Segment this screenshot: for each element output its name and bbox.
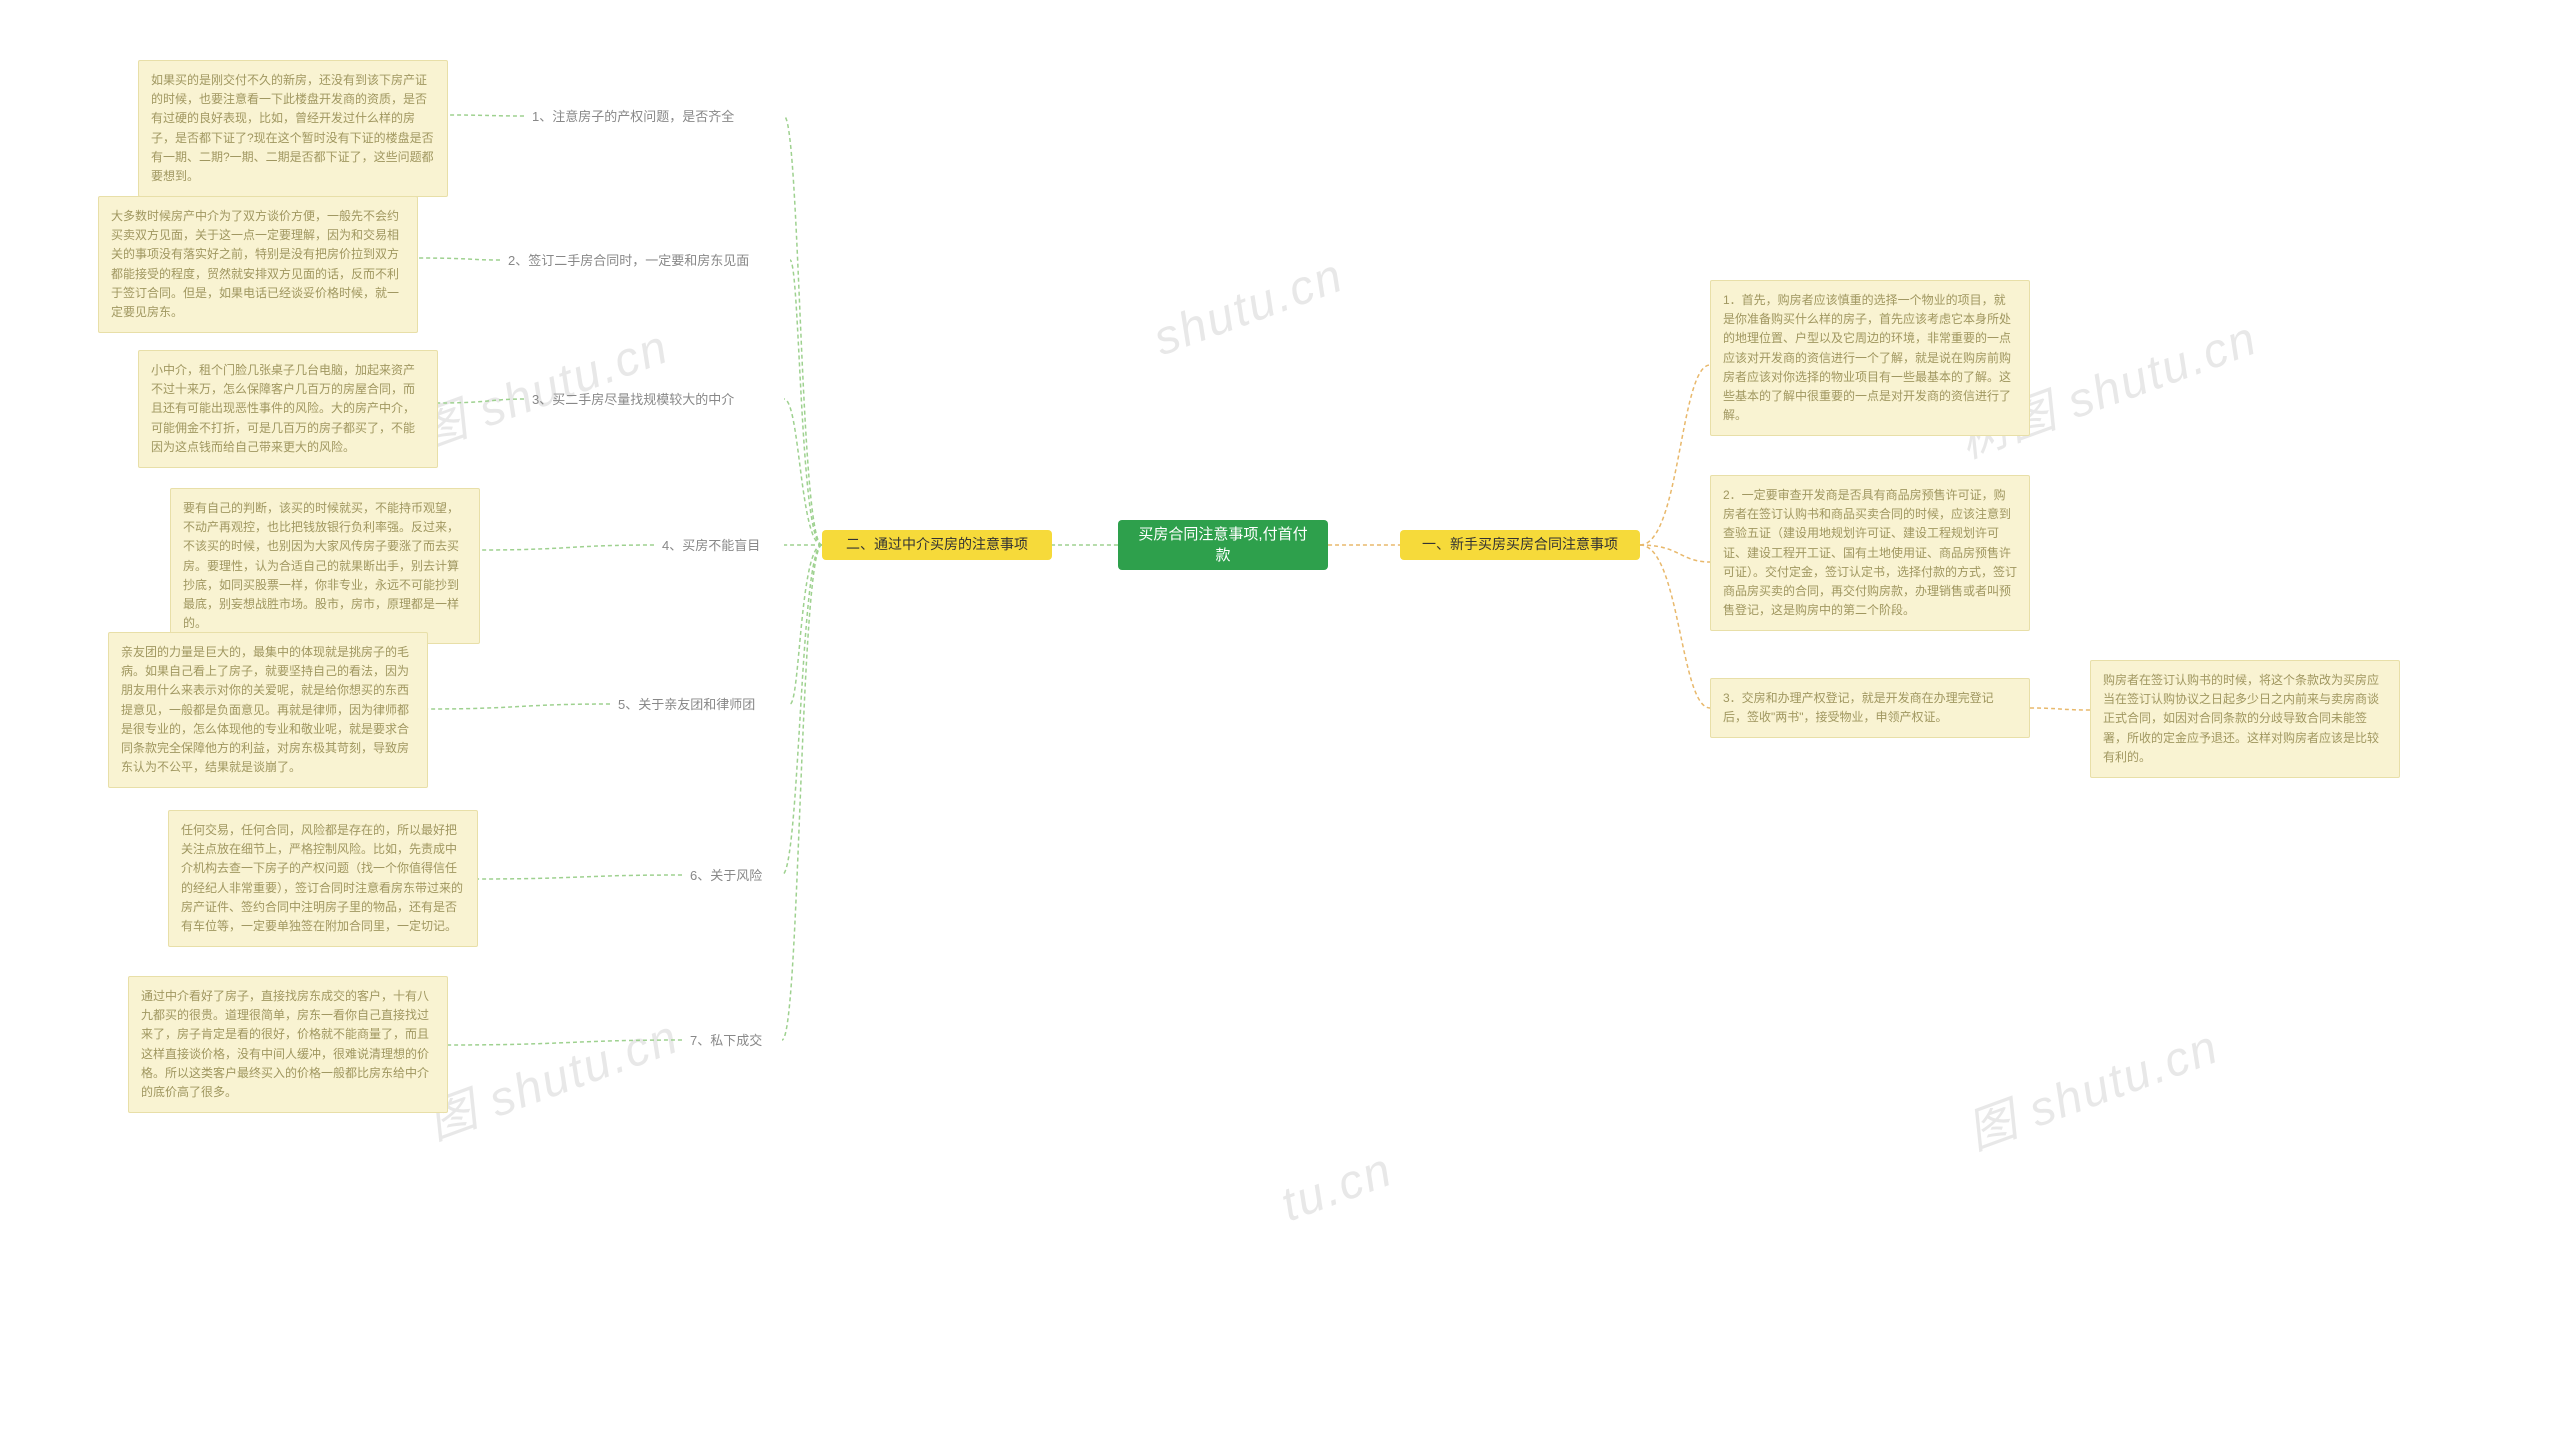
left-detail-6[interactable]: 任何交易，任何合同，风险都是存在的，所以最好把关注点放在细节上，严格控制风险。比… — [168, 810, 478, 947]
watermark: tu.cn — [1274, 1142, 1400, 1233]
watermark: shutu.cn — [1147, 248, 1351, 367]
watermark: 图 shutu.cn — [1956, 1007, 2227, 1163]
right-sub-1[interactable]: 1．首先，购房者应该慎重的选择一个物业的项目，就是你准备购买什么样的房子，首先应… — [1710, 280, 2030, 436]
watermark: 图 shutu.cn — [406, 307, 677, 463]
left-detail-5[interactable]: 亲友团的力量是巨大的，最集中的体现就是挑房子的毛病。如果自己看上了房子，就要坚持… — [108, 632, 428, 788]
right-sub-3[interactable]: 3．交房和办理产权登记，就是开发商在办理完登记后，签收"两书"，接受物业，申领产… — [1710, 678, 2030, 738]
center-node[interactable]: 买房合同注意事项,付首付款 — [1118, 520, 1328, 570]
left-sub-4[interactable]: 4、买房不能盲目 — [654, 533, 768, 559]
left-detail-3[interactable]: 小中介，租个门脸几张桌子几台电脑，加起来资产不过十来万，怎么保障客户几百万的房屋… — [138, 350, 438, 468]
left-detail-2[interactable]: 大多数时候房产中介为了双方谈价方便，一般先不会约买卖双方见面，关于这一点一定要理… — [98, 196, 418, 333]
right-sub-2[interactable]: 2．一定要审查开发商是否具有商品房预售许可证，购房者在签订认购书和商品买卖合同的… — [1710, 475, 2030, 631]
left-detail-7[interactable]: 通过中介看好了房子，直接找房东成交的客户，十有八九都买的很贵。道理很简单，房东一… — [128, 976, 448, 1113]
left-detail-4[interactable]: 要有自己的判断，该买的时候就买，不能持币观望，不动产再观控，也比把钱放银行负利率… — [170, 488, 480, 644]
left-sub-6[interactable]: 6、关于风险 — [682, 863, 770, 889]
left-sub-2[interactable]: 2、签订二手房合同时，一定要和房东见面 — [500, 248, 757, 274]
branch-right[interactable]: 一、新手买房买房合同注意事项 — [1400, 530, 1640, 560]
left-sub-3[interactable]: 3、买二手房尽量找规模较大的中介 — [524, 387, 742, 413]
left-sub-1[interactable]: 1、注意房子的产权问题，是否齐全 — [524, 104, 742, 130]
right-extra[interactable]: 购房者在签订认购书的时候，将这个条款改为买房应当在签订认购协议之日起多少日之内前… — [2090, 660, 2400, 778]
left-sub-5[interactable]: 5、关于亲友团和律师团 — [610, 692, 763, 718]
branch-left[interactable]: 二、通过中介买房的注意事项 — [822, 530, 1052, 560]
left-detail-1[interactable]: 如果买的是刚交付不久的新房，还没有到该下房产证的时候，也要注意看一下此楼盘开发商… — [138, 60, 448, 197]
left-sub-7[interactable]: 7、私下成交 — [682, 1028, 770, 1054]
watermark: 图 shutu.cn — [416, 997, 687, 1153]
